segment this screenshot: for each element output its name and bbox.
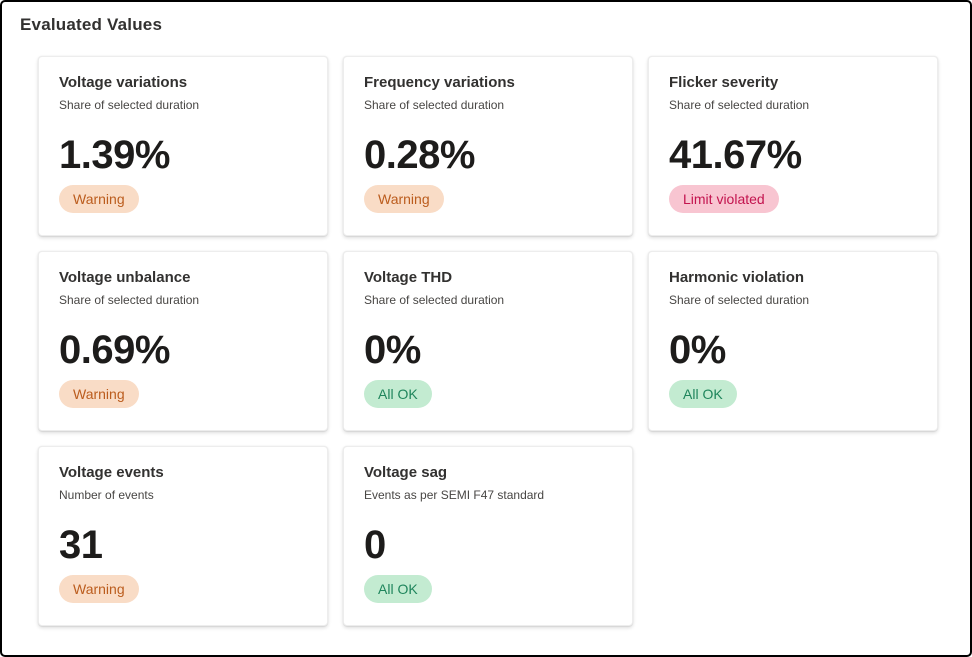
card-title: Voltage sag (364, 464, 448, 481)
card-value: 0.69% (59, 328, 170, 372)
card-subtitle: Share of selected duration (59, 98, 200, 112)
status-badge: All OK (669, 380, 737, 408)
card-subtitle: Number of events (59, 488, 154, 502)
kpi-card-frequency-variations: Frequency variations Share of selected d… (343, 56, 633, 236)
status-badge: All OK (364, 575, 432, 603)
status-badge: All OK (364, 380, 432, 408)
card-title: Voltage THD (364, 269, 453, 286)
card-value: 0% (669, 328, 726, 372)
kpi-card-voltage-sag: Voltage sag Events as per SEMI F47 stand… (343, 446, 633, 626)
card-value: 1.39% (59, 133, 170, 177)
status-badge: Warning (59, 185, 139, 213)
card-value: 0 (364, 523, 386, 567)
kpi-card-flicker-severity: Flicker severity Share of selected durat… (648, 56, 938, 236)
card-value: 0% (364, 328, 421, 372)
card-title: Voltage unbalance (59, 269, 191, 286)
card-title: Voltage variations (59, 74, 188, 91)
kpi-card-grid: Voltage variations Share of selected dur… (38, 56, 970, 626)
card-value: 0.28% (364, 133, 475, 177)
status-badge: Warning (364, 185, 444, 213)
kpi-card-voltage-thd: Voltage THD Share of selected duration 0… (343, 251, 633, 431)
card-subtitle: Events as per SEMI F47 standard (364, 488, 545, 502)
status-badge: Warning (59, 575, 139, 603)
card-subtitle: Share of selected duration (59, 293, 200, 307)
card-subtitle: Share of selected duration (364, 98, 505, 112)
kpi-card-voltage-events: Voltage events Number of events 31 Warni… (38, 446, 328, 626)
card-title: Frequency variations (364, 74, 515, 91)
card-value: 31 (59, 523, 103, 567)
card-subtitle: Share of selected duration (364, 293, 505, 307)
kpi-card-voltage-unbalance: Voltage unbalance Share of selected dura… (38, 251, 328, 431)
card-title: Harmonic violation (669, 269, 805, 286)
card-subtitle: Share of selected duration (669, 98, 810, 112)
card-value: 41.67% (669, 133, 802, 177)
card-title: Voltage events (59, 464, 164, 481)
page-title: Evaluated Values (20, 15, 163, 34)
card-subtitle: Share of selected duration (669, 293, 810, 307)
card-title: Flicker severity (669, 74, 779, 91)
status-badge: Limit violated (669, 185, 779, 213)
kpi-card-voltage-variations: Voltage variations Share of selected dur… (38, 56, 328, 236)
kpi-card-harmonic-violation: Harmonic violation Share of selected dur… (648, 251, 938, 431)
status-badge: Warning (59, 380, 139, 408)
